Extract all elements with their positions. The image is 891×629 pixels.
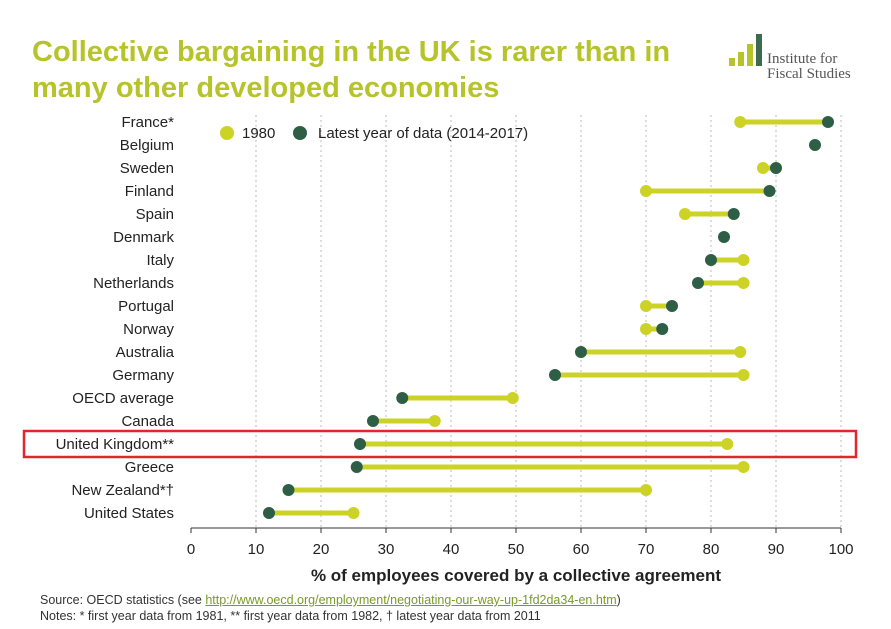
- logo-text-line2: Fiscal Studies: [767, 66, 851, 82]
- point-latest: [396, 392, 409, 404]
- logo-bar-3: [747, 44, 753, 66]
- point-1980: [757, 162, 769, 174]
- point-1980: [640, 484, 652, 496]
- point-1980: [679, 208, 691, 220]
- category-labels: France* Belgium Sweden Finland Spain Denmark I…: [56, 114, 175, 522]
- category-label: Canada: [121, 413, 174, 430]
- data-marks: [263, 116, 834, 519]
- category-label: OECD average: [72, 390, 174, 407]
- point-latest: [718, 231, 730, 243]
- category-label: Italy: [146, 252, 174, 269]
- highlight-box: [22, 429, 858, 459]
- point-1980: [640, 323, 652, 335]
- point-latest: [575, 346, 587, 358]
- category-label: Netherlands: [93, 275, 174, 292]
- x-axis-label: % of employees covered by a collective a…: [311, 566, 721, 585]
- point-1980: [640, 300, 652, 312]
- x-tick-label: 40: [443, 541, 460, 558]
- x-tick-label: 0: [187, 541, 195, 558]
- category-label: Greece: [125, 459, 174, 476]
- point-1980: [428, 415, 441, 427]
- source-prefix: Source: OECD statistics (see: [40, 593, 206, 607]
- category-label: France*: [121, 114, 174, 131]
- point-latest: [656, 323, 669, 335]
- point-latest: [549, 369, 561, 381]
- legend-label-latest: Latest year of data (2014-2017): [318, 125, 528, 142]
- source-link[interactable]: http://www.oecd.org/employment/negotiati…: [205, 593, 617, 607]
- x-tick-label: 100: [828, 541, 853, 558]
- x-tick-label: 20: [313, 541, 330, 558]
- point-1980: [734, 346, 747, 358]
- point-latest: [763, 185, 776, 197]
- category-label: Norway: [123, 321, 174, 338]
- x-tick-label: 60: [573, 541, 590, 558]
- point-latest: [666, 300, 678, 312]
- category-label: Belgium: [120, 137, 174, 154]
- source-line: Source: OECD statistics (see http://www.…: [40, 592, 621, 608]
- point-latest: [809, 139, 821, 151]
- point-latest: [263, 507, 275, 519]
- x-tick-label: 80: [703, 541, 720, 558]
- point-1980: [737, 461, 750, 473]
- category-label: Portugal: [118, 298, 174, 315]
- x-tick-label: 70: [638, 541, 655, 558]
- chart-title: Collective bargaining in the UK is rarer…: [32, 36, 671, 104]
- point-latest: [350, 461, 363, 473]
- point-latest: [770, 162, 782, 174]
- point-1980: [640, 185, 652, 197]
- dumbbell-chart: France* Belgium Sweden Finland Spain Denmark I…: [22, 114, 858, 585]
- category-label: Germany: [112, 367, 174, 384]
- category-label: New Zealand*†: [71, 482, 174, 499]
- category-label: Denmark: [113, 229, 174, 246]
- notes-line: Notes: * first year data from 1981, ** f…: [40, 609, 541, 623]
- category-label: Sweden: [120, 160, 174, 177]
- point-latest: [727, 208, 740, 220]
- legend-marker-1980: [220, 126, 234, 140]
- logo-bar-1: [729, 58, 735, 66]
- point-latest: [282, 484, 295, 496]
- ifs-logo: Institute for Fiscal Studies: [727, 32, 887, 84]
- highlight-layer: [22, 429, 858, 459]
- logo-bars-icon: [729, 34, 762, 66]
- legend-marker-latest: [293, 126, 307, 140]
- category-label: Finland: [125, 183, 174, 200]
- legend-label-1980: 1980: [242, 125, 275, 142]
- point-1980: [506, 392, 519, 404]
- point-latest: [705, 254, 717, 266]
- legend: 1980 Latest year of data (2014-2017): [220, 125, 528, 142]
- point-1980: [347, 507, 360, 519]
- point-latest: [692, 277, 704, 289]
- gridlines: [255, 115, 842, 528]
- logo-bar-4: [756, 34, 762, 66]
- logo-bar-2: [738, 52, 744, 66]
- point-1980: [737, 254, 750, 266]
- point-1980: [721, 438, 734, 450]
- source-notes: Source: OECD statistics (see http://www.…: [40, 592, 621, 624]
- point-latest: [822, 116, 834, 128]
- x-tick-label: 30: [378, 541, 395, 558]
- point-latest: [367, 415, 379, 427]
- category-label: United Kingdom**: [56, 436, 175, 453]
- point-1980: [737, 369, 750, 381]
- point-latest: [354, 438, 366, 450]
- x-tick-label: 90: [768, 541, 785, 558]
- point-1980: [737, 277, 750, 289]
- x-tick-label: 50: [508, 541, 525, 558]
- logo-text-line1: Institute for: [767, 51, 838, 67]
- category-label: Australia: [116, 344, 175, 361]
- x-tick-label: 10: [248, 541, 265, 558]
- x-axis: 0 10 20 30 40 50 60 70 80 90 100: [187, 527, 854, 558]
- category-label: United States: [84, 505, 174, 522]
- point-1980: [734, 116, 747, 128]
- category-label: Spain: [136, 206, 174, 223]
- source-suffix: ): [616, 593, 621, 607]
